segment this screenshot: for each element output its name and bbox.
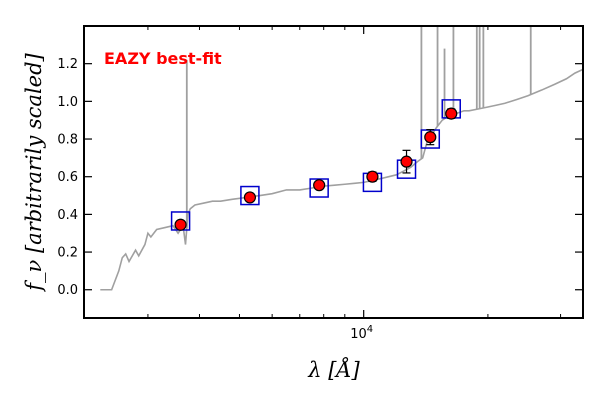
annotation-label: EAZY best-fit (104, 49, 222, 68)
y-tick-label-3: 0.6 (57, 170, 78, 185)
y-tick-label-5: 1.0 (57, 95, 78, 110)
observed-point-2 (313, 179, 326, 192)
observed-photometry-layer (174, 107, 458, 231)
model-photometry-box-2 (309, 178, 329, 198)
y-axis-label: f_ν [arbitrarily scaled] (22, 52, 46, 292)
y-tick-label-6: 1.2 (57, 57, 78, 72)
y-tick-label-0: 0.0 (57, 283, 78, 298)
model-photometry-layer (170, 99, 461, 231)
observed-point-4 (400, 155, 413, 168)
model-photometry-box-1 (240, 185, 260, 206)
x-tick-label-0: 104 (350, 324, 373, 342)
x-axis-label: λ [Å] (307, 357, 360, 382)
sed-model-line (100, 68, 583, 291)
observed-point-3 (366, 170, 379, 183)
y-tick-label-2: 0.4 (57, 208, 78, 223)
observed-point-1 (243, 191, 257, 204)
y-tick-label-1: 0.2 (57, 246, 78, 261)
plot-frame (83, 25, 584, 319)
observed-point-0 (174, 218, 187, 231)
observed-point-5 (424, 131, 437, 144)
observed-point-6 (445, 107, 458, 120)
y-axis-ticks: 0.0 0.2 0.4 0.6 0.8 1.0 1.2 (57, 57, 583, 298)
x-tick-label-exponent-0: 4 (367, 324, 373, 335)
y-tick-label-4: 0.8 (57, 133, 78, 148)
